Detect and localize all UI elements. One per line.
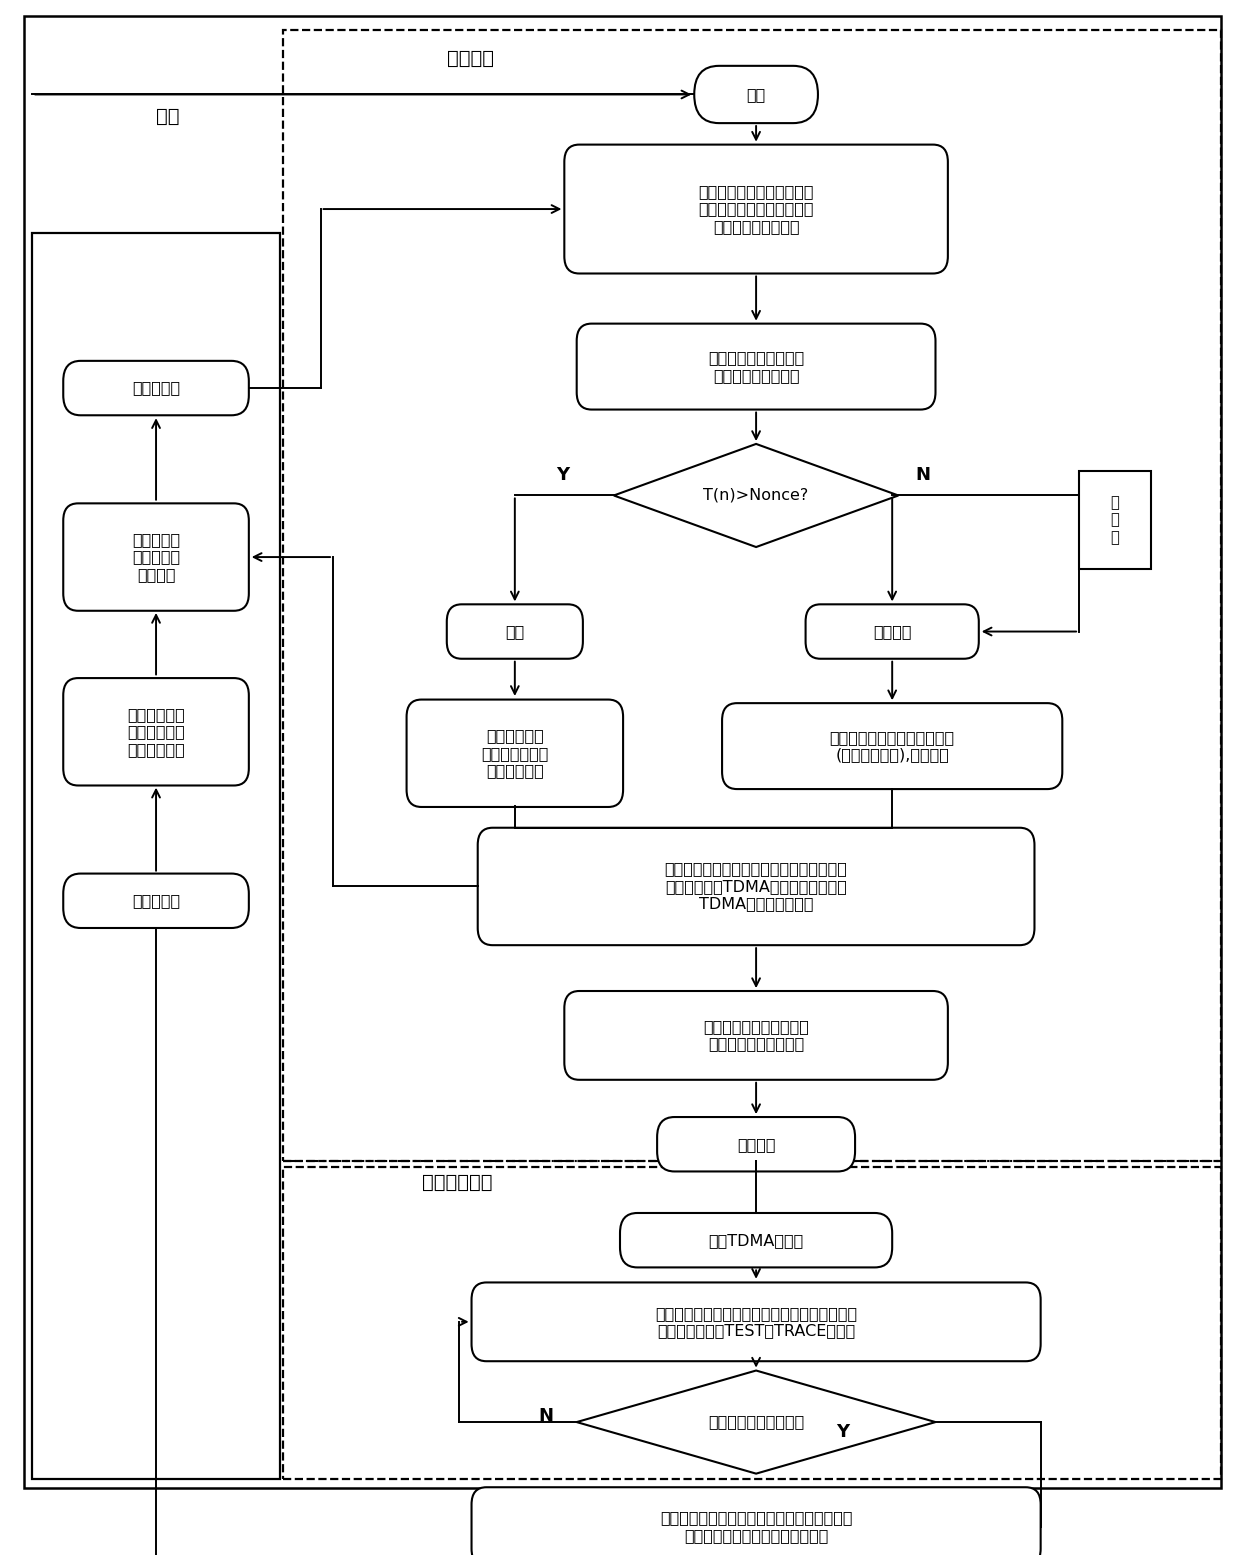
Text: 开始: 开始 (746, 87, 766, 103)
Bar (1079, 471, 1151, 569)
Text: N: N (915, 466, 930, 484)
Bar (32, 233, 280, 1479)
Text: 成簇阶段: 成簇阶段 (446, 50, 494, 68)
Polygon shape (577, 1370, 935, 1474)
FancyBboxPatch shape (577, 323, 935, 409)
Text: 开始新一轮: 开始新一轮 (131, 893, 180, 908)
FancyBboxPatch shape (63, 678, 249, 785)
FancyBboxPatch shape (657, 1116, 856, 1171)
Text: 计算簇密钥，
广播簇头信息，
选取监控簇头: 计算簇密钥， 广播簇头信息， 选取监控簇头 (481, 728, 548, 778)
Polygon shape (614, 443, 898, 547)
Text: 基站: 基站 (156, 106, 180, 126)
Text: 基站广播时钟同步信号、当
前网络主密钥、黑名单、随
机数、身份认证密钥: 基站广播时钟同步信号、当 前网络主密钥、黑名单、随 机数、身份认证密钥 (698, 183, 813, 233)
FancyBboxPatch shape (407, 700, 622, 807)
Text: 簇头: 簇头 (505, 624, 525, 639)
Bar (284, 30, 1221, 1162)
FancyBboxPatch shape (63, 874, 249, 928)
FancyBboxPatch shape (63, 504, 249, 611)
Text: 普通节点存储基站广播
数据，进入簇头选举: 普通节点存储基站广播 数据，进入簇头选举 (708, 350, 805, 383)
Text: 黑
名
单: 黑 名 单 (1111, 494, 1120, 544)
FancyBboxPatch shape (620, 1213, 893, 1267)
FancyBboxPatch shape (722, 703, 1063, 788)
Text: 数据完整性认证通过？: 数据完整性认证通过？ (708, 1415, 805, 1429)
Text: Y: Y (557, 466, 569, 484)
Text: 簇内成员节点获取簇头发
送的信息，存储、处理: 簇内成员节点获取簇头发 送的信息，存储、处理 (703, 1019, 808, 1051)
Text: 簇头融合、压缩、处理数据，簇头密钥加密，
传输数据密文、消息认证码给基站: 簇头融合、压缩、处理数据，簇头密钥加密， 传输数据密文、消息认证码给基站 (660, 1510, 852, 1543)
Text: N: N (538, 1407, 553, 1426)
Text: 完成建簇: 完成建簇 (737, 1137, 775, 1152)
Text: Y: Y (836, 1423, 849, 1441)
Text: 消息认证、
链路认证、
密文解密: 消息认证、 链路认证、 密文解密 (131, 532, 180, 582)
FancyBboxPatch shape (477, 827, 1034, 945)
FancyBboxPatch shape (694, 65, 818, 123)
FancyBboxPatch shape (806, 605, 978, 659)
Text: 数据传输阶段: 数据传输阶段 (422, 1174, 492, 1193)
Bar (284, 1168, 1221, 1479)
Text: 节点TDMA时隙到: 节点TDMA时隙到 (708, 1233, 804, 1247)
FancyBboxPatch shape (63, 361, 249, 415)
Text: T(n)>Nonce?: T(n)>Nonce? (703, 488, 808, 502)
Text: 数据明文用于
应用层处理、
检测簇头丢包: 数据明文用于 应用层处理、 检测簇头丢包 (128, 708, 185, 757)
FancyBboxPatch shape (471, 1283, 1040, 1361)
FancyBboxPatch shape (564, 145, 947, 274)
FancyBboxPatch shape (446, 605, 583, 659)
Text: 普通节点：传输数据的密文、消息认证码给簇头
监控簇头：传输TEST和TRACE数据包: 普通节点：传输数据的密文、消息认证码给簇头 监控簇头：传输TEST和TRACE数… (655, 1306, 857, 1337)
FancyBboxPatch shape (564, 991, 947, 1079)
FancyBboxPatch shape (471, 1487, 1040, 1555)
Text: 簇头接收入簇信息，身份认证、链路认证，
建立簇，创建TDMA时间表，簇内分发
TDMA时间表、簇密钥: 簇头接收入簇信息，身份认证、链路认证， 建立簇，创建TDMA时间表，簇内分发 T… (665, 861, 847, 911)
Text: 普通节点: 普通节点 (873, 624, 911, 639)
Text: 认证簇头身份、选取最优簇头
(不在黑名单中),申请入簇: 认证簇头身份、选取最优簇头 (不在黑名单中),申请入簇 (830, 729, 955, 762)
Text: 更新黑名单: 更新黑名单 (131, 381, 180, 395)
